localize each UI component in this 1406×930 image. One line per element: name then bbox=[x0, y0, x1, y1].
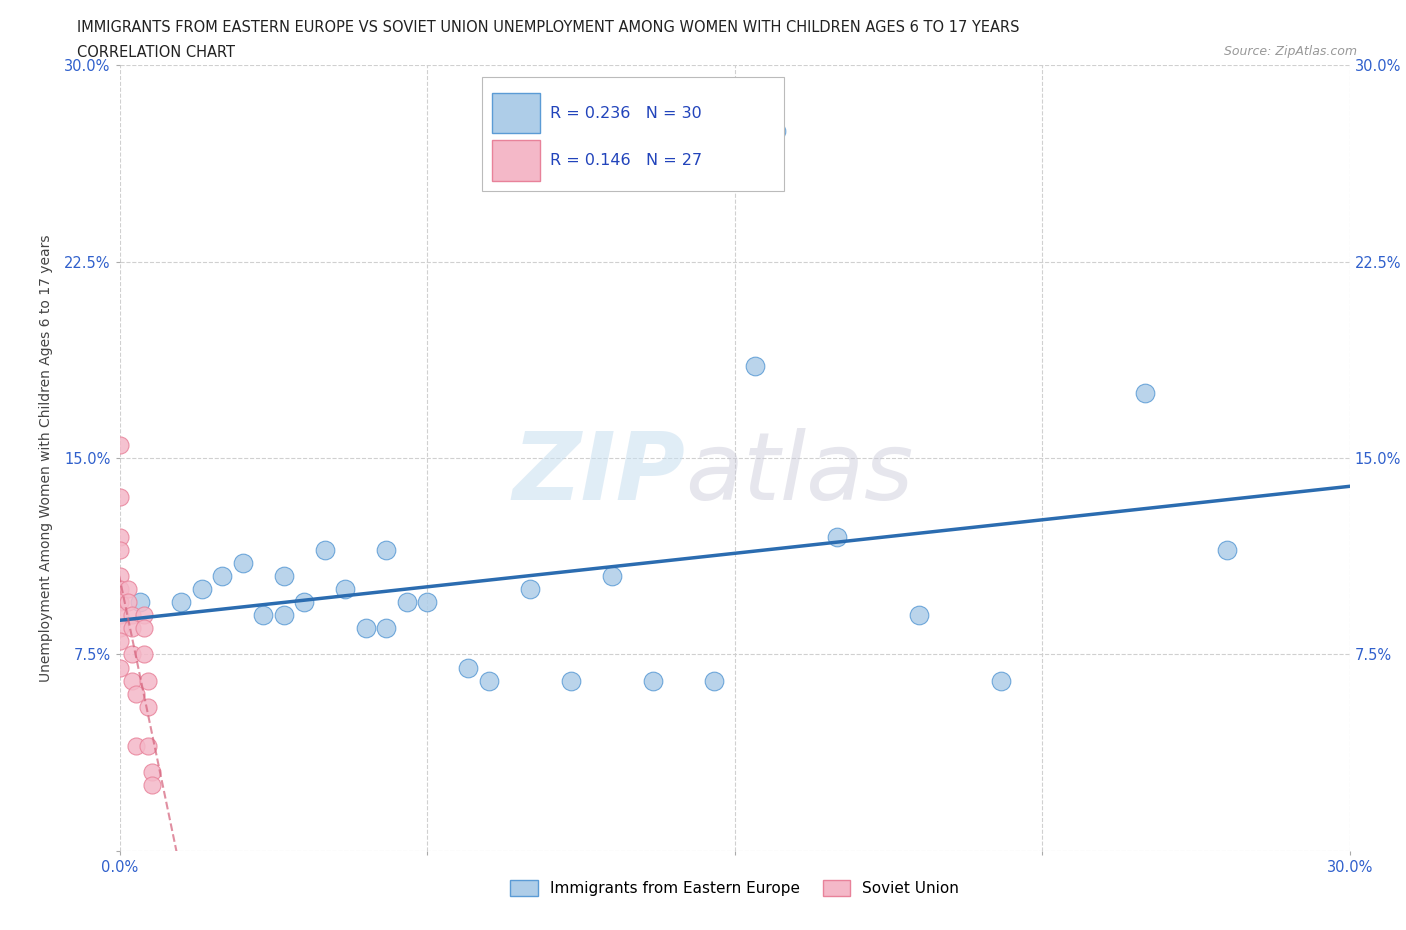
Point bbox=[908, 608, 931, 623]
Point bbox=[457, 660, 479, 675]
Point bbox=[519, 581, 541, 596]
Point bbox=[744, 359, 766, 374]
Point bbox=[641, 673, 664, 688]
Point bbox=[108, 621, 131, 636]
FancyBboxPatch shape bbox=[482, 77, 785, 191]
Point bbox=[333, 581, 356, 596]
Point bbox=[375, 621, 398, 636]
Point bbox=[129, 594, 152, 609]
Point bbox=[108, 542, 131, 557]
Point bbox=[395, 594, 418, 609]
Text: R = 0.236   N = 30: R = 0.236 N = 30 bbox=[550, 105, 702, 121]
Point bbox=[141, 778, 163, 793]
Point bbox=[314, 542, 336, 557]
Point bbox=[292, 594, 315, 609]
Point bbox=[141, 764, 163, 779]
Point bbox=[108, 490, 131, 505]
Point bbox=[231, 555, 254, 570]
Point bbox=[108, 581, 131, 596]
Point bbox=[273, 568, 295, 583]
Text: Source: ZipAtlas.com: Source: ZipAtlas.com bbox=[1223, 45, 1357, 58]
Point bbox=[108, 529, 131, 544]
Point bbox=[108, 437, 131, 452]
Point bbox=[211, 568, 233, 583]
Point bbox=[478, 673, 501, 688]
FancyBboxPatch shape bbox=[492, 93, 540, 134]
Point bbox=[132, 608, 156, 623]
Point bbox=[765, 123, 787, 138]
Text: CORRELATION CHART: CORRELATION CHART bbox=[77, 45, 235, 60]
Point bbox=[108, 594, 131, 609]
Point bbox=[132, 647, 156, 662]
Point bbox=[117, 581, 139, 596]
Point bbox=[136, 673, 159, 688]
Point bbox=[121, 647, 143, 662]
Point bbox=[121, 621, 143, 636]
Point bbox=[354, 621, 377, 636]
Point bbox=[117, 594, 139, 609]
Point bbox=[125, 738, 148, 753]
Point bbox=[416, 594, 439, 609]
Point bbox=[273, 608, 295, 623]
Text: atlas: atlas bbox=[686, 428, 914, 519]
Point bbox=[560, 673, 582, 688]
Point bbox=[121, 673, 143, 688]
Text: R = 0.146   N = 27: R = 0.146 N = 27 bbox=[550, 153, 702, 167]
Point bbox=[1216, 542, 1239, 557]
Point bbox=[108, 660, 131, 675]
Point bbox=[703, 673, 725, 688]
Point bbox=[108, 608, 131, 623]
Point bbox=[108, 568, 131, 583]
Point bbox=[190, 581, 212, 596]
Point bbox=[132, 621, 156, 636]
Text: IMMIGRANTS FROM EASTERN EUROPE VS SOVIET UNION UNEMPLOYMENT AMONG WOMEN WITH CHI: IMMIGRANTS FROM EASTERN EUROPE VS SOVIET… bbox=[77, 20, 1019, 35]
Point bbox=[125, 686, 148, 701]
Point bbox=[170, 594, 193, 609]
Y-axis label: Unemployment Among Women with Children Ages 6 to 17 years: Unemployment Among Women with Children A… bbox=[39, 234, 53, 682]
Point bbox=[121, 608, 143, 623]
Point bbox=[990, 673, 1012, 688]
Point bbox=[825, 529, 848, 544]
Point bbox=[136, 738, 159, 753]
Point bbox=[1133, 385, 1156, 400]
Point bbox=[136, 699, 159, 714]
Legend: Immigrants from Eastern Europe, Soviet Union: Immigrants from Eastern Europe, Soviet U… bbox=[503, 874, 966, 902]
Point bbox=[252, 608, 274, 623]
Point bbox=[600, 568, 623, 583]
FancyBboxPatch shape bbox=[492, 140, 540, 180]
Point bbox=[375, 542, 398, 557]
Point bbox=[108, 634, 131, 649]
Text: ZIP: ZIP bbox=[513, 428, 686, 520]
